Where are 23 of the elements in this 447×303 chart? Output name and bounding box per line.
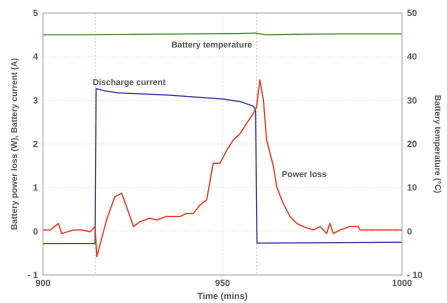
y-axis-title: Battery power loss (W), Battery current (A): [9, 58, 19, 230]
series-label: Battery temperature: [171, 40, 252, 50]
y2-tick-label: 0: [407, 226, 412, 236]
y2-axis-title: Battery temperature (°C): [433, 94, 443, 194]
y-tick-label: - 1: [27, 270, 38, 280]
y2-tick-label: 20: [407, 139, 418, 149]
y2-tick-label: - 10: [407, 270, 423, 280]
series-label: Power loss: [282, 168, 327, 179]
y2-tick-label: 30: [407, 95, 418, 106]
y2-tick-label: 10: [407, 182, 418, 193]
x-tick-label: 950: [214, 278, 230, 288]
y-tick-label: 0: [32, 226, 38, 236]
series-label: Discharge current: [92, 77, 166, 88]
y2-tick-label: 40: [407, 52, 418, 62]
y-tick-label: 3: [32, 95, 38, 106]
x-axis-title: Time (mins): [197, 291, 248, 301]
y-tick-label: 4: [32, 52, 38, 62]
y-tick-label: 2: [32, 139, 38, 149]
x-tick-label: 900: [35, 278, 51, 288]
y-tick-label: 5: [32, 8, 38, 18]
y-tick-label: 1: [32, 182, 38, 193]
x-tick-label: 1000: [392, 278, 412, 288]
y2-tick-label: 50: [407, 8, 418, 18]
